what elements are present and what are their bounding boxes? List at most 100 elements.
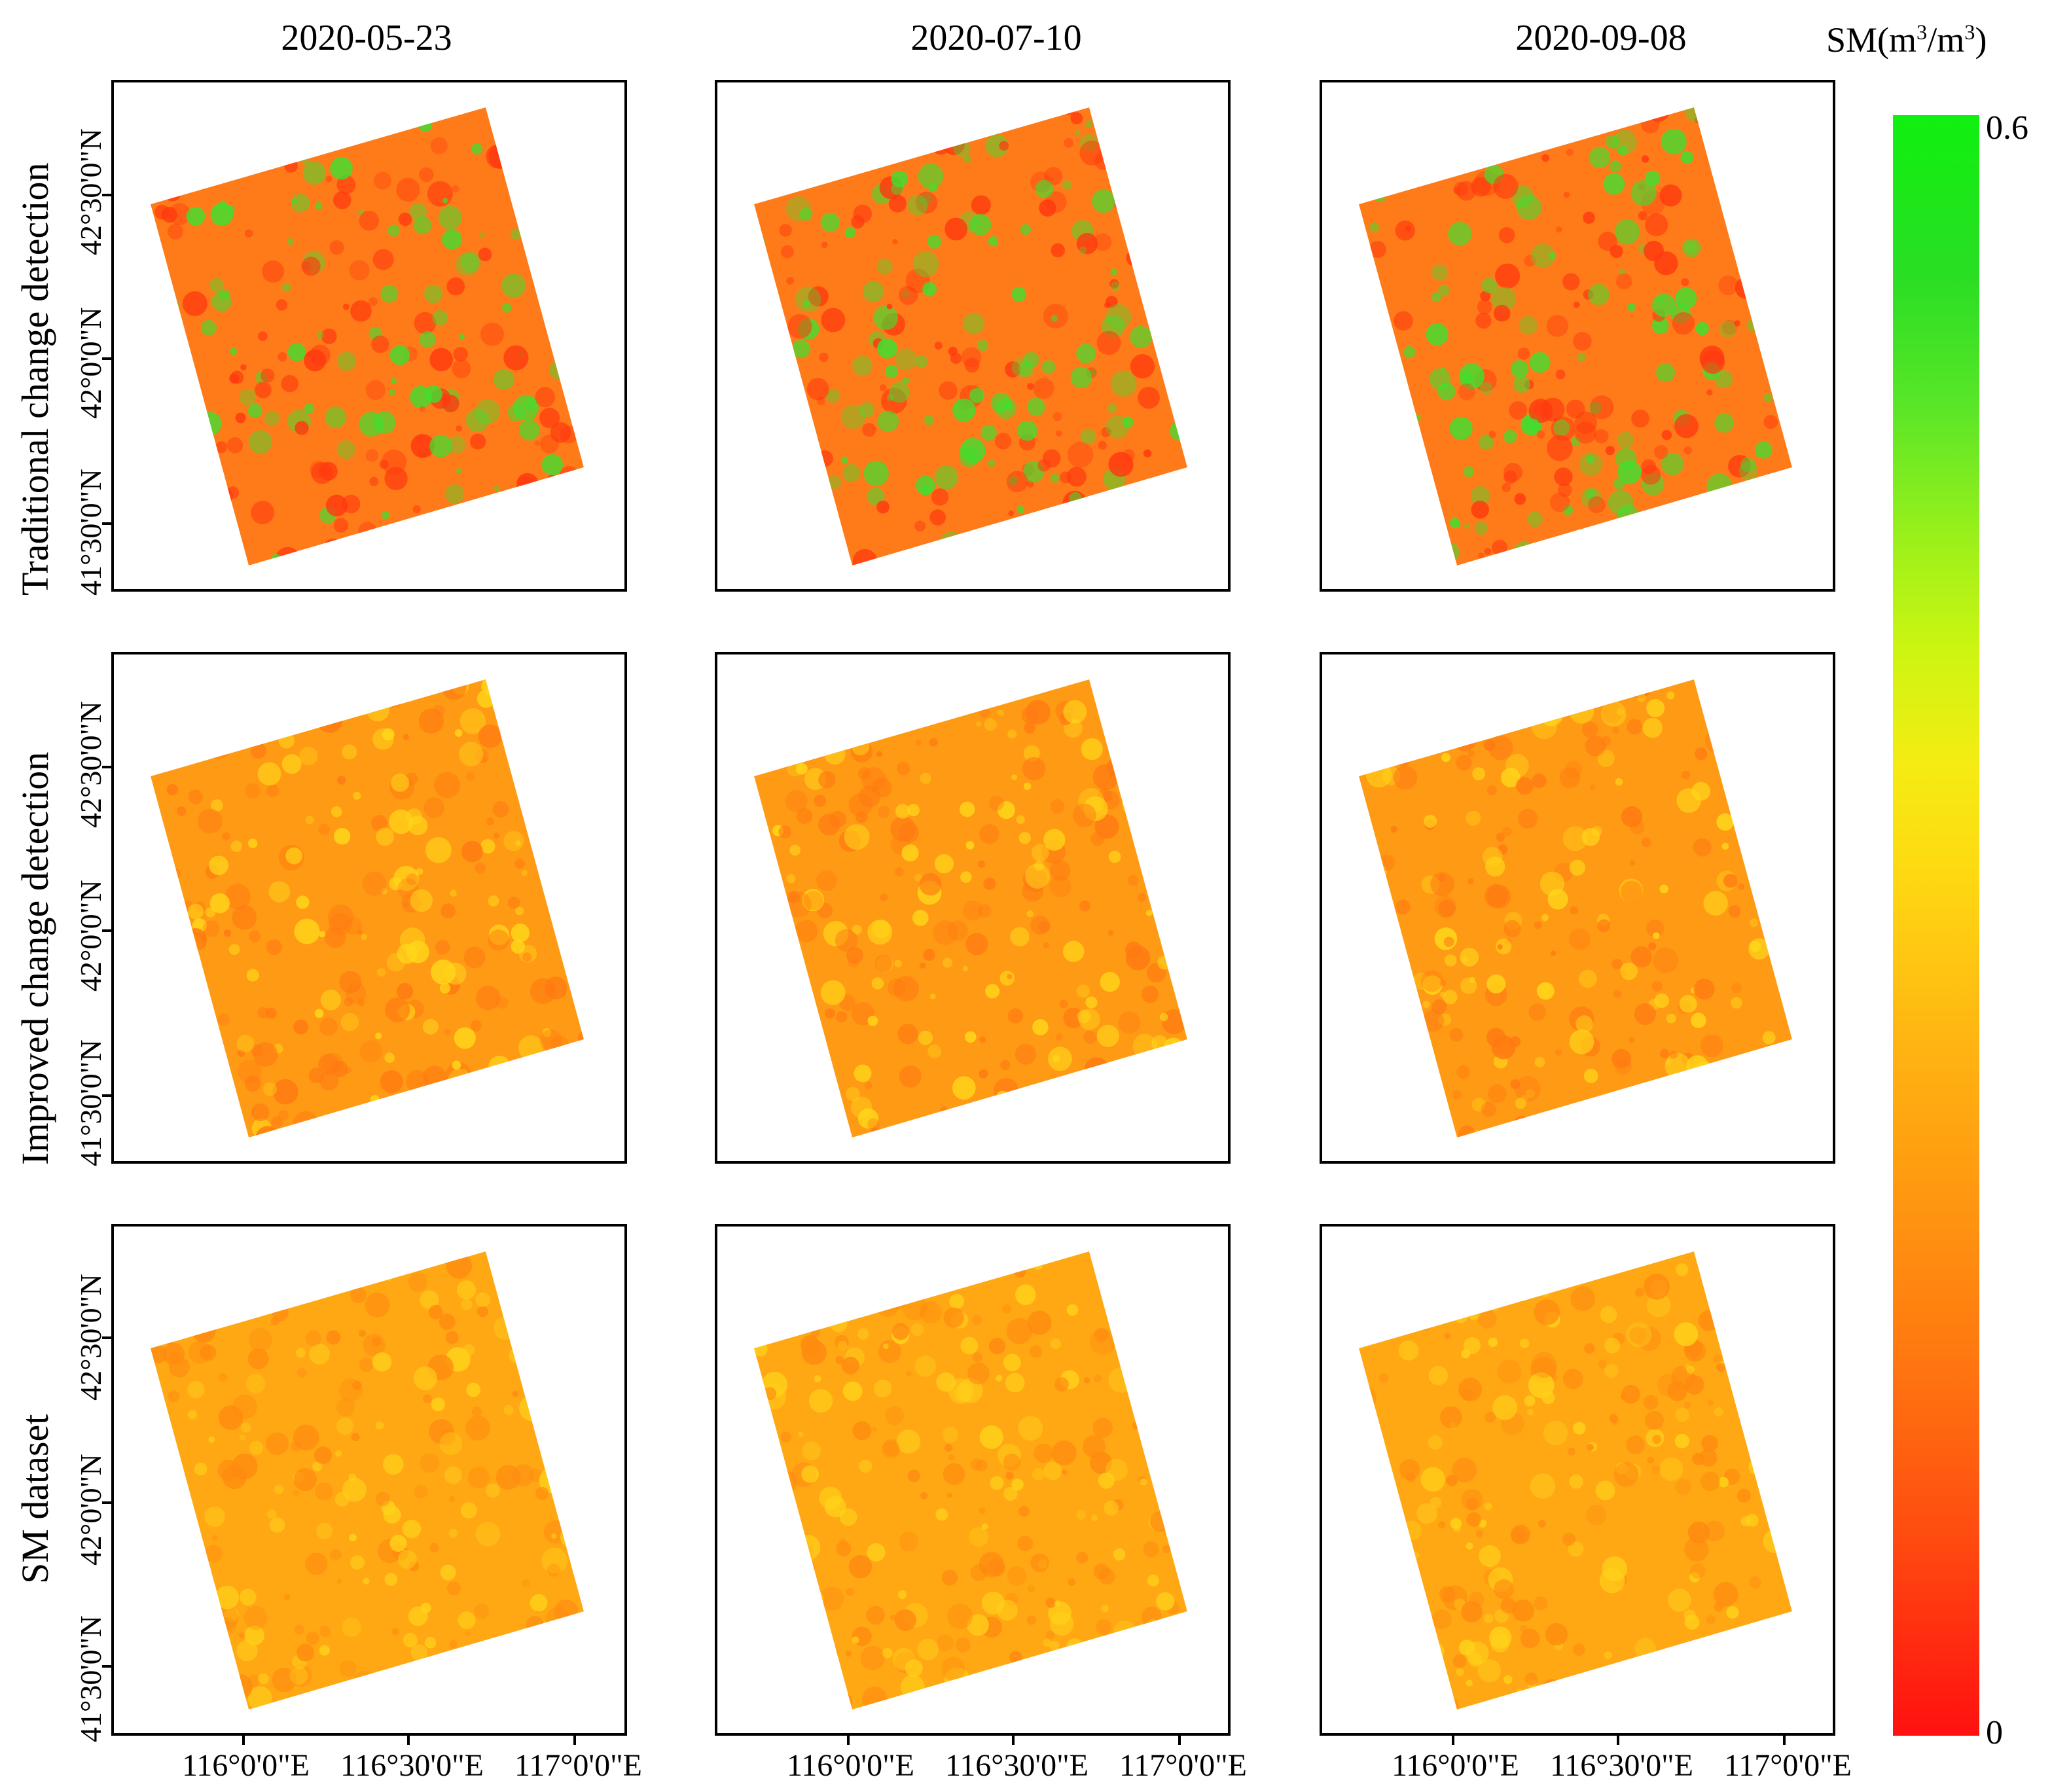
raster-texture [795,286,821,313]
raster-texture [1113,1621,1137,1644]
raster-texture [1094,684,1119,709]
raster-texture [988,1558,1006,1577]
raster-texture [979,824,999,844]
raster-texture [258,331,268,342]
raster-texture [927,234,942,249]
raster-texture [794,1005,809,1020]
raster-texture [533,534,549,550]
raster-texture [926,686,942,702]
raster-texture [882,1647,893,1658]
tick-mark [1452,1736,1454,1745]
raster-texture [1680,151,1693,164]
raster-texture [1460,948,1479,967]
raster-texture [915,355,928,368]
raster-texture [1695,747,1708,761]
raster-texture [329,240,344,255]
raster-texture [1478,435,1494,450]
raster-texture [164,410,171,417]
raster-texture [1076,232,1098,255]
raster-texture [1466,1512,1481,1527]
raster-texture [1092,189,1115,213]
raster-texture [950,1119,963,1132]
raster-texture [880,893,888,901]
raster-texture [375,1492,390,1507]
raster-texture [424,1637,437,1649]
raster-texture [324,927,346,948]
raster-texture [1438,899,1456,918]
raster-texture [873,305,898,331]
raster-texture [305,1330,321,1347]
raster-texture [943,958,953,968]
raster-texture [1139,535,1153,550]
raster-texture [1549,552,1563,565]
raster-texture [461,1090,472,1101]
raster-texture [181,1288,200,1308]
raster-texture [1431,292,1441,302]
raster-texture [535,387,556,408]
raster-texture [316,331,325,340]
raster-texture [248,698,259,709]
raster-texture [1775,1086,1790,1102]
raster-texture [1651,317,1669,334]
raster-texture [1151,1431,1162,1443]
raster-texture [541,1547,567,1574]
raster-texture [1591,826,1602,836]
raster-texture [1646,699,1665,717]
raster-texture [1493,173,1519,199]
raster-texture [1471,1098,1486,1112]
raster-texture [210,799,223,812]
raster-texture [1059,999,1068,1009]
raster-texture [1776,723,1791,738]
raster-texture [1488,1084,1507,1103]
raster-texture [1079,900,1090,912]
raster-texture [1450,1518,1462,1530]
raster-texture [1093,1563,1110,1580]
raster-texture [460,251,481,273]
raster-texture [1704,1520,1725,1542]
raster-texture [1010,927,1030,946]
raster-texture [1159,500,1183,524]
raster-texture [218,1372,228,1382]
raster-texture [357,929,363,935]
raster-texture [759,1314,770,1325]
raster-texture [754,1501,776,1525]
raster-texture [1053,1081,1067,1094]
raster-texture [1424,814,1437,828]
raster-texture [232,1453,258,1480]
raster-texture [977,904,992,918]
raster-texture [1573,301,1580,308]
raster-texture [1416,550,1426,561]
raster-texture [814,509,837,531]
raster-texture [1456,1065,1471,1079]
raster-texture [1620,1393,1627,1400]
raster-texture [825,723,844,742]
raster-texture [1516,1688,1522,1694]
raster-texture [1613,1461,1639,1487]
raster-texture [793,158,800,165]
raster-texture [1620,962,1638,980]
raster-texture [186,207,206,226]
raster-texture [840,135,857,151]
raster-texture [238,1632,245,1639]
raster-texture [1359,1111,1371,1128]
raster-texture [899,1532,919,1552]
raster-texture [1102,1702,1113,1710]
raster-texture [865,1082,873,1090]
raster-texture [1466,1641,1489,1665]
raster-texture [1023,782,1032,791]
raster-texture [406,873,418,886]
raster-texture [566,1639,581,1654]
raster-texture [962,154,971,163]
raster-texture [171,432,191,451]
raster-texture [266,939,282,956]
raster-texture [467,532,478,543]
raster-texture [1359,726,1377,744]
raster-texture [1043,1461,1062,1480]
raster-texture [1749,1653,1759,1662]
raster-texture [1155,1334,1170,1348]
colorbar-title: SM(m3/m3) [1826,20,1987,60]
raster-texture [1026,700,1051,725]
raster-texture [882,1439,900,1456]
raster-texture [763,1387,777,1401]
raster-texture [1530,1473,1556,1499]
